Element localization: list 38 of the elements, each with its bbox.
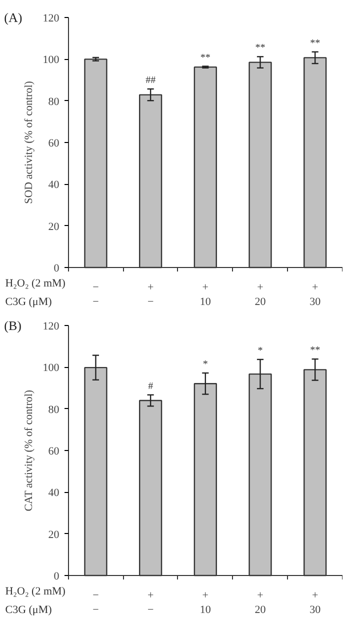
x-tick-label: − − <box>92 282 99 308</box>
data-label: ## <box>146 74 156 86</box>
chart-title: (A) <box>4 10 22 25</box>
y-tick-label: 120 <box>42 320 60 332</box>
y-tick-label: 40 <box>48 487 60 500</box>
x-tick-label: + 30 <box>310 282 322 308</box>
x-tick-label: + − <box>147 282 154 308</box>
y-tick-label: 20 <box>48 220 60 233</box>
y-axis-title: CAT activity (% of control) <box>23 390 35 512</box>
y-tick-label: 100 <box>42 54 60 66</box>
y-tick-label: 0 <box>54 262 60 274</box>
x-tick-label: + 10 <box>200 590 212 616</box>
x-tick-label: + 20 <box>254 590 266 616</box>
data-label: ** <box>310 345 320 356</box>
y-tick-label: 80 <box>48 96 60 108</box>
y-tick-label: 20 <box>48 528 60 541</box>
data-label: ** <box>310 38 320 49</box>
chart-title: (B) <box>4 318 22 333</box>
x-axis-title: H₂O₂ (2 mM) C3G (μM) <box>5 586 66 616</box>
data-label: * <box>202 359 208 370</box>
y-tick-label: 80 <box>48 404 60 416</box>
y-tick-label: 100 <box>42 362 60 374</box>
x-axis-title: H₂O₂ (2 mM) C3G (μM) <box>5 278 66 308</box>
x-tick-label: − − <box>92 590 99 616</box>
y-tick-label: 60 <box>48 138 60 150</box>
x-tick-label: + 10 <box>200 282 212 308</box>
y-tick-label: 60 <box>48 446 60 458</box>
y-tick-label: 120 <box>42 12 60 24</box>
x-tick-label: + − <box>147 590 154 616</box>
x-tick-label: + 20 <box>254 282 266 308</box>
data-label: # <box>148 380 154 392</box>
y-tick-label: 0 <box>54 570 60 582</box>
data-label: ** <box>255 42 266 54</box>
y-tick-label: 40 <box>48 179 60 192</box>
data-label: * <box>258 345 263 356</box>
data-label: ** <box>200 52 210 64</box>
y-axis-title: SOD activity (% of control) <box>23 80 35 204</box>
x-tick-label: + 30 <box>310 590 322 616</box>
